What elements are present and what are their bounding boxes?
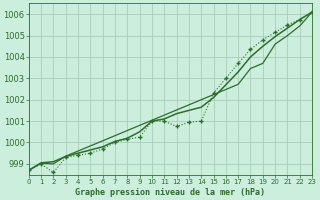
- X-axis label: Graphe pression niveau de la mer (hPa): Graphe pression niveau de la mer (hPa): [76, 188, 265, 197]
